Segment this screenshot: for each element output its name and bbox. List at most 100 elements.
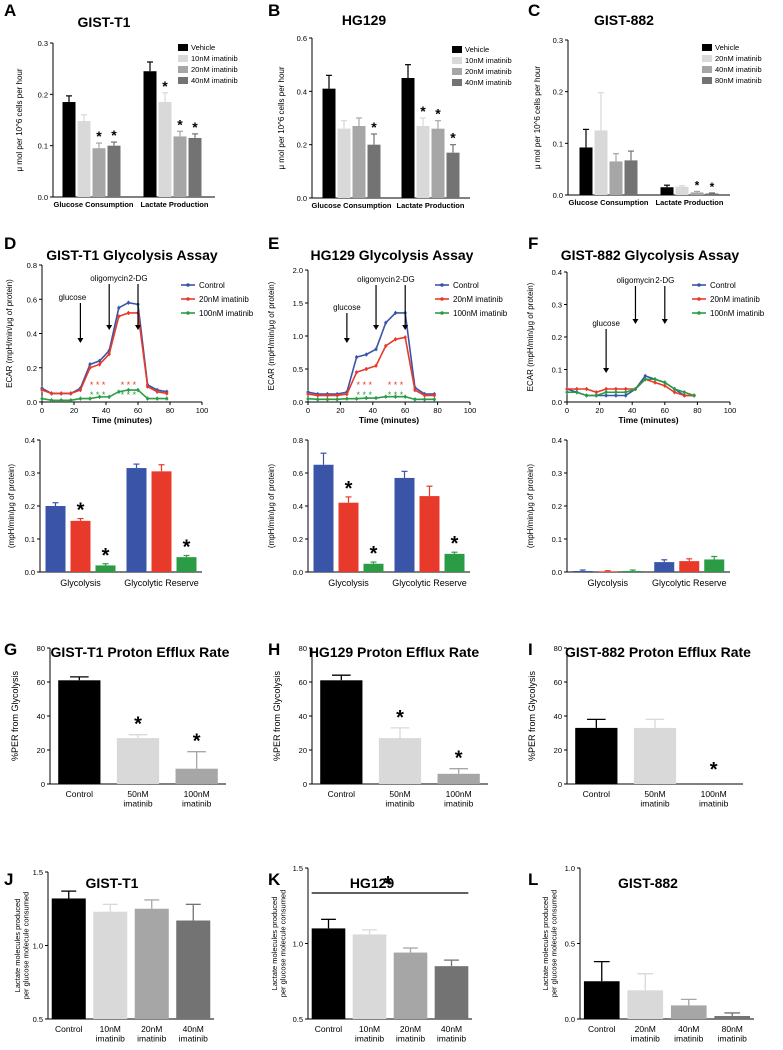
chart-d2-bar <box>70 520 91 572</box>
chart-f-data-point <box>565 387 569 391</box>
chart-e-ylabel: ECAR (mpH/min/μg of protein) <box>267 281 276 390</box>
chart-d-legend-label: 20nM imatinib <box>199 295 249 304</box>
chart-g-ytick-label: 80 <box>37 644 45 653</box>
chart-e-data-point <box>393 337 397 341</box>
chart-d-data-point <box>126 311 130 315</box>
chart-i-category-label-line: imatinib <box>640 799 670 809</box>
chart-j-ytick-label: 1.5 <box>33 868 43 877</box>
chart-d-title: GIST-T1 Glycolysis Assay <box>46 247 218 263</box>
chart-f-title: GIST-882 Glycolysis Assay <box>561 247 740 263</box>
chart-g-category-label-line: 50nM <box>127 789 148 799</box>
chart-b-legend-label: 10nM imatinib <box>465 56 512 65</box>
chart-k-category-label-line: 40nM <box>441 1024 462 1034</box>
chart-e-data-point <box>364 352 368 356</box>
chart-j-bar <box>134 908 169 1019</box>
chart-g-title: GIST-T1 Proton Efflux Rate <box>51 644 230 660</box>
chart-h-category-label: 50nM imatinib <box>385 789 415 809</box>
chart-e-annotation-label: 2-DG <box>396 275 415 284</box>
chart-d-legend-label: 100nM imatinib <box>199 309 254 318</box>
chart-e-data-point <box>384 344 388 348</box>
chart-d-ylabel: ECAR (mpH/min/μg of protein) <box>5 279 14 388</box>
chart-i-category-label-line: imatinib <box>699 799 729 809</box>
chart-a-ytick-label: 0.3 <box>38 39 48 48</box>
chart-a-legend-label: Vehicle <box>191 43 215 52</box>
chart-f2-bar <box>572 571 593 572</box>
chart-d-data-point <box>59 398 63 402</box>
chart-d-ytick-label: 0.6 <box>27 295 37 304</box>
chart-f-data-point <box>682 390 686 394</box>
chart-g-category-label-line: 100nM <box>184 789 210 799</box>
panel-label-c: C <box>528 1 540 20</box>
chart-d2-ytick-label: 0.4 <box>25 436 35 445</box>
chart-e-significance-stars: * * * <box>357 390 373 400</box>
chart-b-ylabel-line: μ mol per 10^6 cells per hour <box>277 66 286 169</box>
chart-d-data-point <box>69 391 73 395</box>
chart-j-category-label: 10nM imatinib <box>96 1024 126 1044</box>
chart-d-xtick-label: 80 <box>166 406 174 415</box>
chart-f-data-point <box>565 390 569 394</box>
chart-a-bar <box>62 102 76 197</box>
chart-k-category-label: Control <box>315 1024 343 1034</box>
chart-h-category-label: Control <box>328 789 356 799</box>
chart-c-legend-swatch <box>702 66 712 73</box>
chart-f-xtick-label: 100 <box>724 406 737 415</box>
chart-l-category-label-line: imatinib <box>674 1034 704 1044</box>
chart-d2-ylabel-line: (mpH/min/μg of protein) <box>7 464 16 549</box>
chart-f-ytick-label: 0.3 <box>552 301 562 310</box>
chart-l-category-label: 40nM imatinib <box>674 1024 704 1044</box>
chart-k-title: HG129 <box>350 875 395 891</box>
chart-j-category-label: Control <box>55 1024 83 1034</box>
chart-l-title: GIST-882 <box>618 875 678 891</box>
chart-e-series-line <box>307 336 435 397</box>
chart-a-significance-star: * <box>177 116 183 132</box>
chart-e-data-point <box>432 393 436 397</box>
chart-f-data-point <box>614 390 618 394</box>
panel-label-j: J <box>4 870 13 889</box>
chart-e2-bar <box>313 464 334 572</box>
chart-d-data-point <box>165 397 169 401</box>
chart-e2-ytick-label: 0.0 <box>293 568 303 577</box>
chart-b-bar <box>416 126 430 198</box>
chart-d-annotation-label: 2-DG <box>128 274 147 283</box>
chart-e-data-point <box>393 395 397 399</box>
chart-h-category-label-line: 100nM <box>446 789 472 799</box>
chart-f-xtick-label: 0 <box>565 406 569 415</box>
chart-f-legend-label: 100nM imatinib <box>710 309 765 318</box>
chart-f2-bar <box>704 559 725 572</box>
chart-l-category-label-line: imatinib <box>631 1034 661 1044</box>
chart-h-significance-star: * <box>455 748 463 770</box>
chart-a-bar <box>158 102 172 197</box>
chart-d-ylabel-line: ECAR (mpH/min/μg of protein) <box>5 279 14 388</box>
chart-g-ylabel: %PER from Glycolysis <box>10 670 20 761</box>
chart-f-data-point <box>624 390 628 394</box>
chart-c-ylabel: μ mol per 10^6 cells per hour <box>533 66 542 169</box>
chart-h-ytick-label: 0 <box>303 780 307 789</box>
chart-d-data-point <box>40 397 44 401</box>
chart-d-data-point <box>155 397 159 401</box>
chart-k-bar <box>352 934 387 1019</box>
chart-e-data-point <box>355 397 359 401</box>
chart-d-data-point <box>88 366 92 370</box>
chart-j-category-label: 40nM imatinib <box>179 1024 209 1044</box>
chart-f-ytick-label: 0.4 <box>552 268 562 277</box>
chart-l-category-label: 20nM imatinib <box>631 1024 661 1044</box>
chart-g-ytick-label: 60 <box>37 678 45 687</box>
chart-k-category-label: 20nM imatinib <box>396 1024 426 1044</box>
chart-h-significance-star: * <box>396 707 404 729</box>
chart-j-title: GIST-T1 <box>86 875 139 891</box>
chart-j-category-label-line: imatinib <box>96 1034 126 1044</box>
chart-b-category-label: Glucose Consumption <box>311 201 391 210</box>
chart-e-ytick-label: 1.5 <box>293 299 303 308</box>
chart-f2-bar <box>654 562 675 572</box>
chart-e-ytick-label: 1.0 <box>293 332 303 341</box>
chart-d-data-point <box>98 362 102 366</box>
chart-l-bar <box>670 1005 707 1019</box>
chart-b-significance-star: * <box>435 106 441 122</box>
chart-c-bar <box>660 187 674 195</box>
chart-d2-ylabel: (mpH/min/μg of protein) <box>7 464 16 549</box>
chart-f-data-point <box>604 390 608 394</box>
chart-f2-bar <box>679 561 700 572</box>
chart-g-category-label-line: imatinib <box>182 799 212 809</box>
chart-f2-ytick-label: 0.0 <box>552 568 562 577</box>
chart-i-ytick-label: 0 <box>558 780 562 789</box>
